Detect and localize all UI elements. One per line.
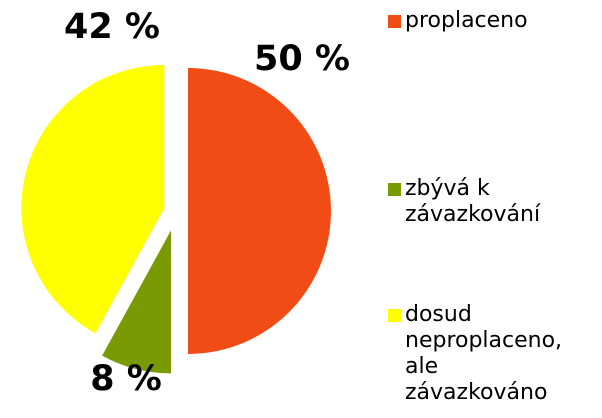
legend-item: dosud neproplaceno, ale závazkováno: [388, 302, 588, 406]
pie-slice: [188, 68, 331, 354]
pie-slice: [102, 230, 172, 374]
data-label: 42 %: [64, 7, 160, 47]
legend-swatch: [388, 183, 401, 196]
legend-item: zbývá k závazkování: [388, 176, 588, 228]
legend-item: proplaceno: [388, 8, 588, 34]
legend-swatch: [388, 15, 401, 28]
pie-slice: [21, 65, 165, 334]
data-label: 50 %: [254, 39, 350, 79]
legend-label: dosud neproplaceno, ale závazkováno: [405, 302, 563, 405]
legend-label: proplaceno: [405, 8, 528, 33]
legend-swatch: [388, 309, 401, 322]
legend-label: zbývá k závazkování: [405, 176, 541, 227]
data-label: 8 %: [90, 359, 162, 399]
